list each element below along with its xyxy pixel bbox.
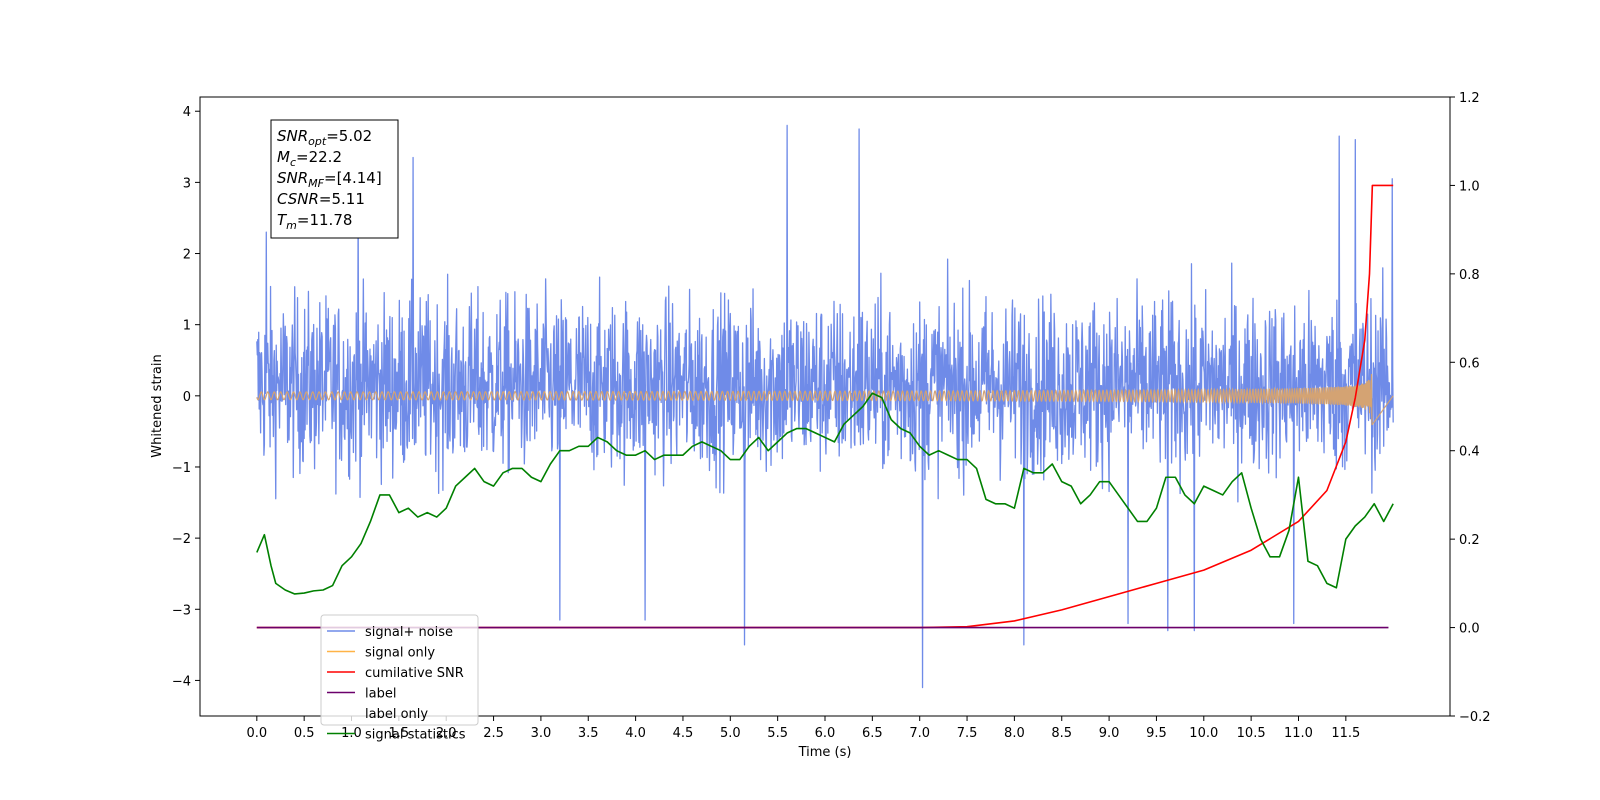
x-tick-label: 4.5 [673,726,694,741]
x-tick-label: 2.5 [483,726,504,741]
y-tick-label: 4 [183,105,191,120]
y2-tick-label: −0.2 [1459,710,1491,725]
x-tick-label: 1.5 [389,726,410,741]
y-tick-label: 2 [183,248,191,263]
x-tick-label: 11.0 [1284,726,1313,741]
x-tick-label: 4.0 [625,726,646,741]
series-signal-statistics [256,392,1394,595]
legend-frame [320,614,479,726]
y-axis-ticks: −4 −3 −2 −1 0 1 2 3 4 [172,105,200,689]
x-tick-label: 6.5 [862,726,883,741]
x-tick-label: 7.0 [909,726,930,741]
legend-label: label only [365,707,428,722]
x-tick-label: 8.5 [1051,726,1072,741]
series-signal-only [256,374,1394,426]
y-tick-label: −4 [172,674,191,689]
series-signal-noise [256,124,1394,689]
y2-tick-label: 1.0 [1459,179,1480,194]
x-tick-label: 11.5 [1331,726,1360,741]
y-tick-label: 3 [183,176,191,191]
x-tick-label: 9.5 [1146,726,1167,741]
legend-label: signal only [365,646,435,661]
y-tick-label: −2 [172,532,191,547]
series-cumilative-snr [256,184,1394,629]
annotation-line: Tm=11.78 [277,211,352,232]
x-tick-label: 8.0 [1004,726,1025,741]
annotation-line: SNRMF=[4.14] [277,169,382,190]
legend-label: cumilative SNR [365,666,464,681]
annotation-line: CSNR=5.11 [277,190,365,208]
x-tick-label: 9.0 [1099,726,1120,741]
y2-tick-label: 0.8 [1459,268,1480,283]
y-tick-label: −3 [172,603,191,618]
y2-tick-label: 0.2 [1459,533,1480,548]
y-tick-label: 1 [183,319,191,334]
annotation-line: SNRopt=5.02 [277,127,372,148]
x-axis-label: Time (s) [798,745,852,760]
x-tick-label: 0.0 [246,726,267,741]
y-tick-label: 0 [183,390,191,405]
legend: signal+ noise signal only cumilative SNR la… [320,614,479,743]
x-tick-label: 3.0 [531,726,552,741]
x-tick-label: 6.0 [815,726,836,741]
y2-tick-label: 1.2 [1459,91,1480,106]
annotation-frame [270,119,399,239]
x-axis-ticks: 0.0 0.5 1.0 1.5 2.0 2.5 3.0 3.5 4.0 4.5 5.0 5.5 6.0 6… [246,716,1360,741]
y2-tick-label: 0.0 [1459,622,1480,637]
legend-label: signal+ noise [365,625,453,640]
x-tick-label: 2.0 [436,726,457,741]
x-tick-label: 5.5 [767,726,788,741]
x-tick-label: 7.5 [957,726,978,741]
y-tick-label: −1 [172,461,191,476]
x-tick-label: 5.0 [720,726,741,741]
x-tick-label: 3.5 [578,726,599,741]
y-axis-label: Whitened strain [150,354,165,457]
y2-tick-label: 0.4 [1459,445,1480,460]
x-tick-label: 10.5 [1237,726,1266,741]
x-tick-label: 0.5 [294,726,315,741]
x-tick-label: 10.0 [1189,726,1218,741]
legend-label: label [365,687,396,702]
y2-axis-ticks: −0.2 0.0 0.2 0.4 0.6 0.8 1.0 1.2 [1450,91,1491,725]
y2-tick-label: 0.6 [1459,356,1480,371]
legend-label: signal statistics [365,728,466,743]
annotation-line: Mc=22.2 [277,148,342,169]
